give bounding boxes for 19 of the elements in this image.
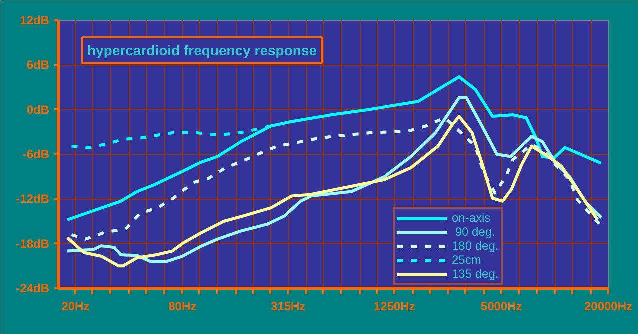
x-tick-label: 1250Hz: [374, 300, 416, 314]
legend-label: 135 deg.: [452, 267, 499, 281]
y-tick-label: -6dB: [22, 148, 50, 162]
x-tick-label: 80Hz: [168, 300, 197, 314]
y-tick-label: 6dB: [26, 58, 50, 72]
y-tick-label: 0dB: [26, 102, 50, 117]
legend-label: 90 deg.: [454, 225, 496, 239]
y-tick-label: -18dB: [16, 236, 50, 251]
legend-label: 25cm: [452, 253, 482, 267]
x-tick-label: 20000Hz: [584, 300, 633, 314]
x-tick-label: 315Hz: [271, 300, 306, 314]
y-tick-label: 12dB: [20, 14, 50, 28]
text: hypercardioid frequency response: [88, 42, 318, 58]
legend-label: on-axis: [452, 211, 491, 225]
y-tick-label: -24dB: [16, 282, 50, 296]
x-tick-label: 20Hz: [62, 300, 90, 314]
x-tick-label: 5000Hz: [480, 300, 522, 314]
y-tick-label: -12dB: [16, 192, 50, 206]
legend-label: 180 deg.: [452, 239, 499, 253]
